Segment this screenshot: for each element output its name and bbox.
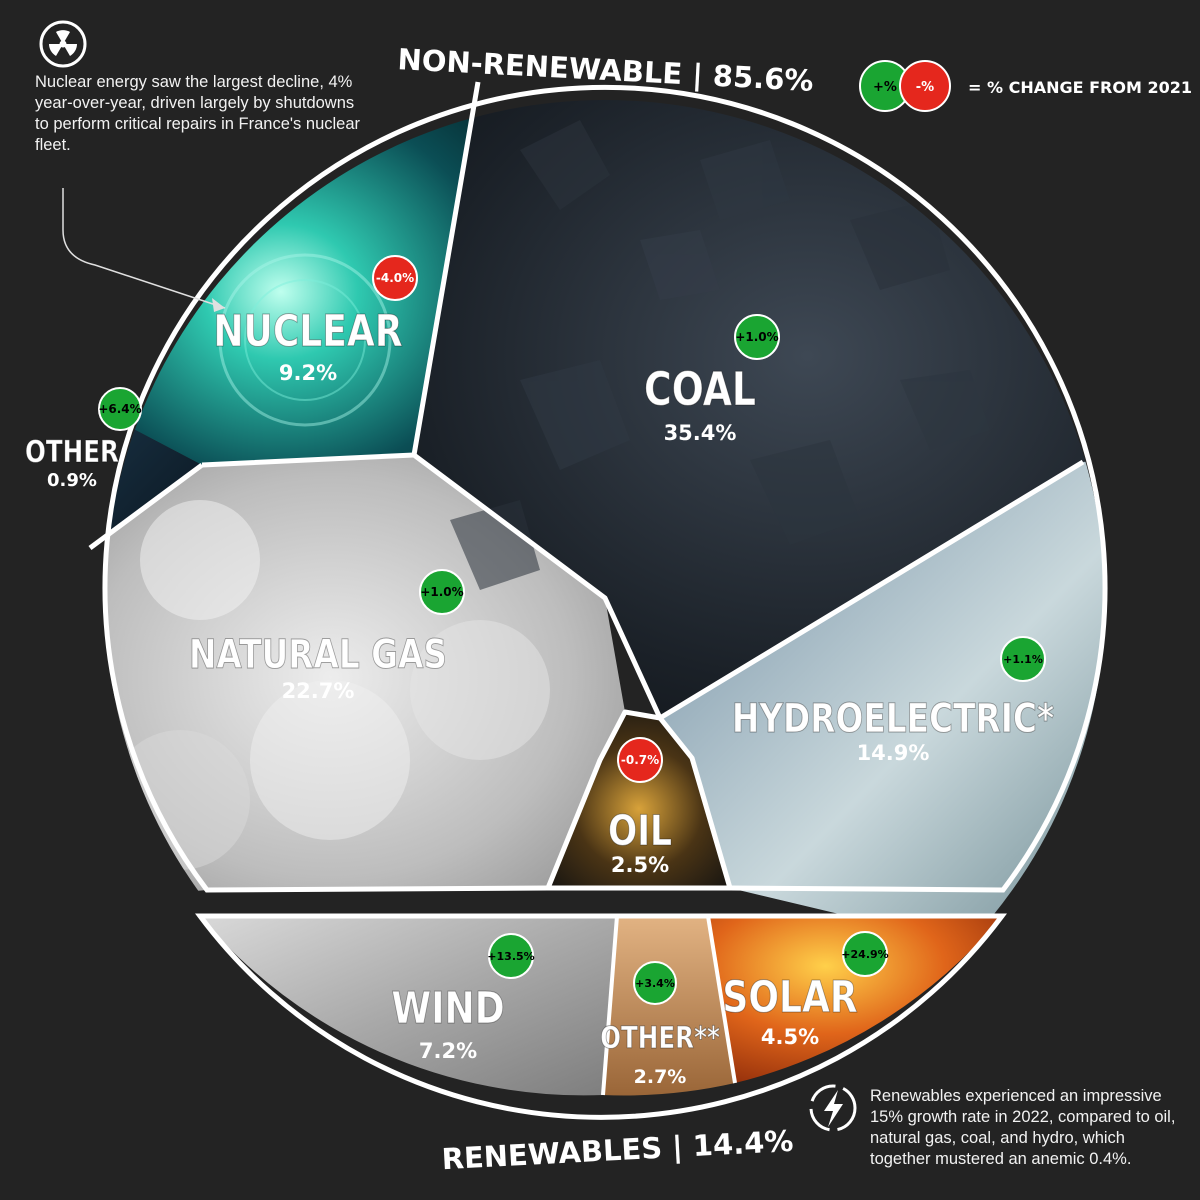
natural-gas-value: 22.7% <box>282 679 355 703</box>
other-label: OTHER** <box>600 1022 720 1056</box>
other-change-text: +6.4% <box>98 402 141 416</box>
solar-label: SOLAR <box>722 973 857 1023</box>
other-renewables-slice <box>603 916 735 1096</box>
renewables-heading: RENEWABLES | 14.4% <box>441 1124 794 1176</box>
non-renewable-outline <box>102 84 1108 893</box>
nuclear-label: NUCLEAR <box>213 307 402 357</box>
oil-label: OIL <box>608 807 672 856</box>
legend-decrease-label: -% <box>916 80 934 95</box>
nuclear-change-badge <box>372 255 418 301</box>
oil-value: 2.5% <box>611 853 669 877</box>
nuclear-glow <box>218 253 392 427</box>
wind-change-badge <box>488 933 534 979</box>
wind-label: WIND <box>391 984 504 1034</box>
coal-value: 35.4% <box>664 421 737 445</box>
nuclear-note-connector <box>62 188 226 309</box>
wind-value: 7.2% <box>419 1039 477 1063</box>
renewables-outline <box>195 913 1007 1120</box>
legend-text: = % CHANGE FROM 2021 <box>968 78 1192 97</box>
solar-change-text: +24.9% <box>841 948 888 961</box>
solar-change-badge <box>842 931 888 977</box>
oil-slice <box>548 712 730 888</box>
nuclear-value: 9.2% <box>279 361 337 385</box>
hydroelectric-change-badge <box>1000 636 1046 682</box>
wind-change-text: +13.5% <box>487 950 534 963</box>
coal-change-text: +1.0% <box>735 330 778 344</box>
coal-label: COAL <box>644 362 756 416</box>
other-value: 2.7% <box>634 1066 687 1088</box>
natural-gas-label: NATURAL GAS <box>189 631 447 678</box>
coal-change-badge <box>734 314 780 360</box>
legend: +% -% = % CHANGE FROM 2021 <box>859 60 1192 112</box>
other-value: 0.9% <box>47 470 97 491</box>
radiation-icon <box>39 20 87 68</box>
renewables-note: Renewables experienced an impressive 15%… <box>870 1087 1176 1168</box>
hydroelectric-label: HYDROELECTRIC* <box>732 695 1054 742</box>
other-change-badge <box>98 387 142 431</box>
lightning-bolt-icon <box>809 1084 857 1132</box>
hydroelectric-change-text: +1.1% <box>1003 653 1043 666</box>
coal-texture <box>450 120 990 590</box>
legend-increase-label: +% <box>873 80 897 95</box>
hydroelectric-value: 14.9% <box>857 741 930 765</box>
natural-gas-change-text: +1.0% <box>420 585 463 599</box>
other-label: OTHER <box>25 436 119 470</box>
other-change-text: +3.4% <box>635 977 675 990</box>
legend-decrease-swatch <box>899 60 951 112</box>
other-change-badge <box>633 961 677 1005</box>
oil-change-text: -0.7% <box>621 753 659 767</box>
nuclear-change-text: -4.0% <box>376 271 414 285</box>
natural-gas-change-badge <box>419 569 465 615</box>
oil-change-badge <box>617 737 663 783</box>
solar-value: 4.5% <box>761 1025 819 1049</box>
nuclear-note: Nuclear energy saw the largest decline, … <box>35 73 361 154</box>
solar-slice <box>708 916 1002 1083</box>
